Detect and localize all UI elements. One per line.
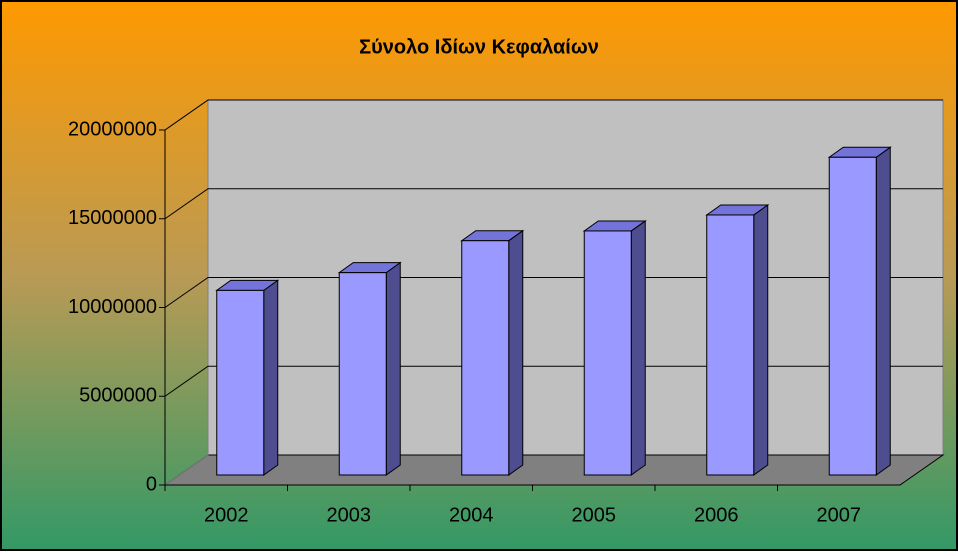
grid-line bbox=[164, 99, 943, 131]
bar-side bbox=[630, 219, 646, 476]
x-tick-label: 2006 bbox=[694, 504, 739, 526]
y-tick-label: 5000000 bbox=[79, 385, 157, 407]
grid-line bbox=[164, 277, 943, 308]
bar-side bbox=[263, 279, 279, 476]
bar-side bbox=[875, 146, 891, 476]
bar bbox=[216, 289, 265, 476]
bar bbox=[706, 214, 755, 476]
bar-side bbox=[385, 261, 401, 476]
y-tick-label: 15000000 bbox=[68, 207, 157, 229]
bar bbox=[461, 240, 510, 476]
chart-title: Σύνολο Ιδίων Κεφαλαίων bbox=[359, 36, 599, 58]
x-tick-label: 2005 bbox=[572, 504, 617, 526]
grid-line bbox=[164, 365, 943, 397]
x-tick-label: 2007 bbox=[817, 504, 862, 526]
bar-side bbox=[753, 203, 769, 476]
y-tick-label: 0 bbox=[146, 473, 157, 495]
bar bbox=[828, 156, 877, 476]
bar bbox=[583, 230, 632, 476]
y-tick-label: 10000000 bbox=[68, 296, 157, 318]
x-tick-label: 2002 bbox=[204, 504, 249, 526]
floor bbox=[163, 454, 945, 486]
y-tick-label: 20000000 bbox=[68, 118, 157, 140]
x-tick-label: 2003 bbox=[327, 504, 372, 526]
bar bbox=[338, 272, 387, 476]
bar-side bbox=[508, 229, 524, 476]
grid-line bbox=[164, 188, 943, 220]
x-tick-label: 2004 bbox=[449, 504, 494, 526]
